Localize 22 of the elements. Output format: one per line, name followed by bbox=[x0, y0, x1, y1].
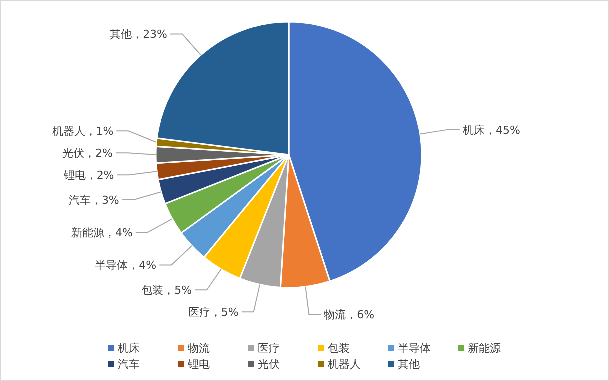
data-label: 其他，23% bbox=[110, 28, 168, 42]
data-label: 机器人，1% bbox=[52, 125, 114, 138]
data-label: 包装，5% bbox=[142, 284, 192, 298]
data-label: 新能源，4% bbox=[71, 226, 133, 240]
data-label: 医疗，5% bbox=[188, 306, 239, 320]
legend-label: 汽车 bbox=[118, 358, 140, 371]
legend-label: 机床 bbox=[118, 342, 140, 355]
legend-label: 物流 bbox=[188, 342, 210, 355]
legend-label: 医疗 bbox=[258, 342, 280, 355]
data-label: 机床，45% bbox=[463, 124, 520, 137]
data-label: 物流，6% bbox=[324, 308, 375, 322]
data-label: 汽车，3% bbox=[68, 194, 120, 207]
legend-label: 半导体 bbox=[398, 342, 431, 355]
legend-label: 包装 bbox=[328, 342, 350, 355]
legend-label: 锂电 bbox=[187, 358, 210, 371]
data-label: 半导体，4% bbox=[95, 259, 157, 272]
legend-label: 机器人 bbox=[328, 358, 361, 371]
legend-label: 新能源 bbox=[468, 342, 501, 355]
legend-label: 光伏 bbox=[258, 358, 280, 371]
data-label: 光伏，2% bbox=[62, 147, 113, 160]
data-label: 锂电，2% bbox=[62, 169, 114, 182]
legend-label: 其他 bbox=[398, 358, 420, 371]
